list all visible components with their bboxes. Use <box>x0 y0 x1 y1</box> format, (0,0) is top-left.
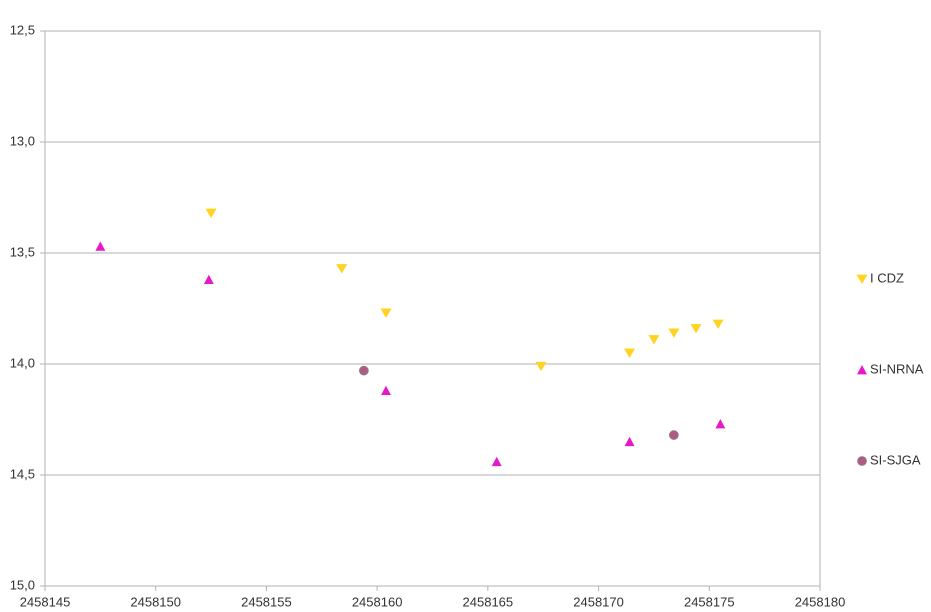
y-tick-label: 12,5 <box>10 22 35 37</box>
x-tick-label: 2458165 <box>463 594 514 609</box>
point <box>668 430 679 440</box>
point <box>205 208 217 218</box>
x-tick-label: 2458155 <box>241 594 292 609</box>
point <box>624 436 635 447</box>
point <box>712 319 724 329</box>
point <box>624 348 636 358</box>
x-tick-label: 2458180 <box>795 594 846 609</box>
point <box>491 456 502 467</box>
x-tick-label: 2458160 <box>352 594 403 609</box>
y-tick-label: 14,5 <box>10 466 35 481</box>
point <box>690 324 702 334</box>
x-tick-label: 2458150 <box>130 594 181 609</box>
y-tick-label: 14,0 <box>10 355 35 370</box>
point <box>668 328 680 338</box>
point <box>336 264 348 274</box>
point <box>380 308 392 318</box>
point <box>203 274 214 285</box>
legend-marker <box>856 274 868 284</box>
point <box>381 385 391 396</box>
x-tick-label: 2458145 <box>20 594 71 609</box>
legend-label: SI-SJGA <box>870 452 921 467</box>
point <box>358 365 369 376</box>
x-tick-label: 2458175 <box>684 594 735 609</box>
legend-marker <box>857 365 867 375</box>
point <box>648 335 660 345</box>
point <box>95 241 106 251</box>
legend-marker <box>857 456 867 466</box>
y-tick-label: 13,5 <box>10 244 35 259</box>
y-tick-label: 13,0 <box>10 133 35 148</box>
y-tick-label: 15,0 <box>10 577 35 592</box>
legend-label: SI-NRNA <box>870 361 924 376</box>
point <box>535 361 547 372</box>
legend-label: I CDZ <box>870 270 904 285</box>
x-tick-label: 2458170 <box>573 594 624 609</box>
point <box>715 418 726 429</box>
plot-area <box>44 30 821 587</box>
